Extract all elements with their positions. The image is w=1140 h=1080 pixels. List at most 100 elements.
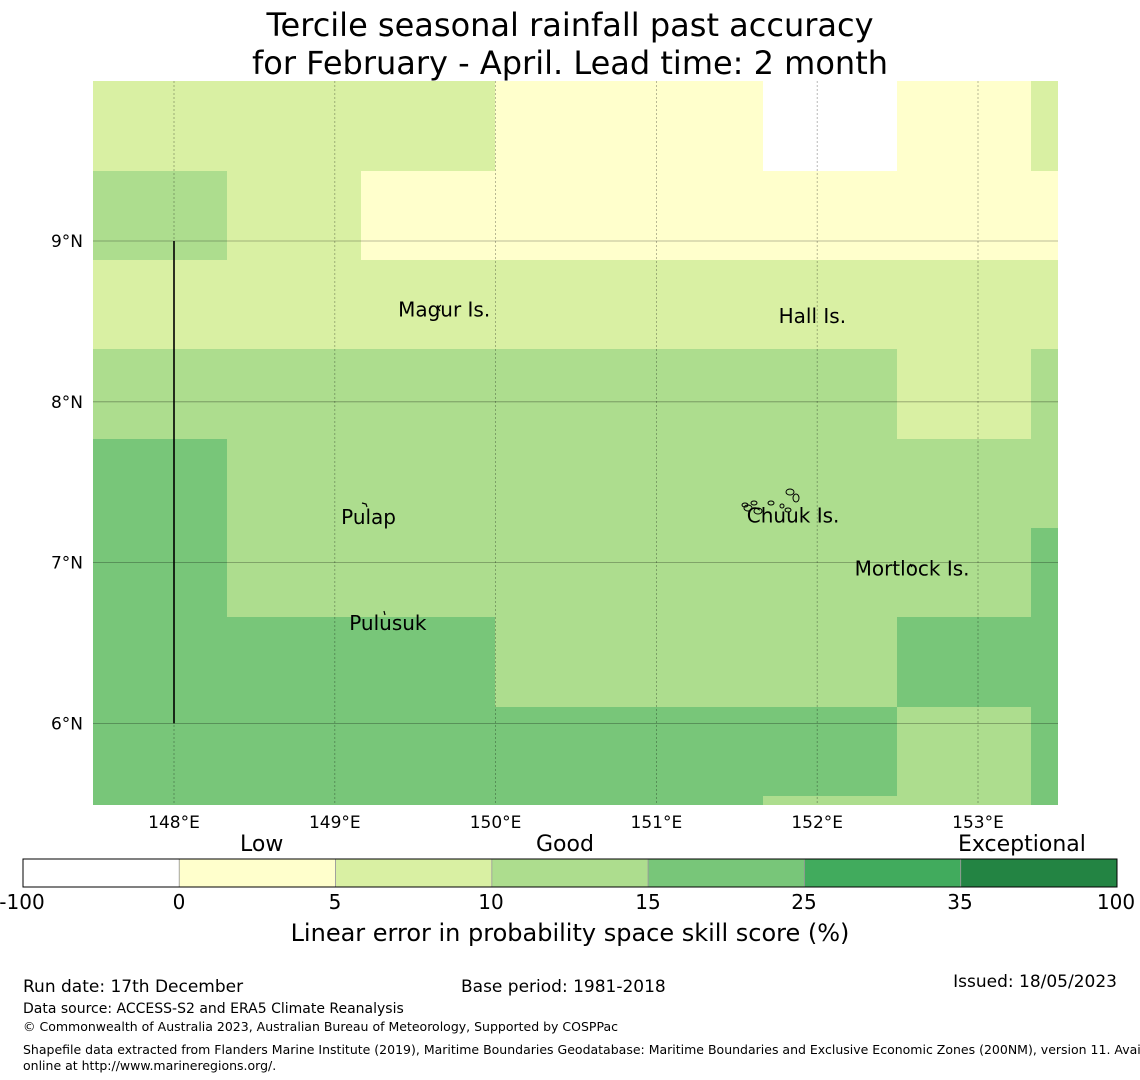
skill-cell <box>361 171 495 260</box>
skill-cell <box>629 81 763 171</box>
y-tick-label: 9°N <box>51 232 83 252</box>
shapefile-credit-line-2: online at http://www.marineregions.org/. <box>23 1058 277 1073</box>
legend-word-exceptional: Exceptional <box>958 832 1086 857</box>
colorbar-tick: 100 <box>1096 890 1136 914</box>
island-outline <box>753 507 763 515</box>
colorbar-segment <box>804 858 962 888</box>
skill-cell <box>897 81 1031 171</box>
x-tick-label: 150°E <box>470 813 522 833</box>
colorbar-tick: 0 <box>172 890 186 914</box>
skill-cell <box>93 528 227 617</box>
skill-cell <box>763 796 897 805</box>
y-tick-label: 7°N <box>51 554 83 574</box>
skill-cell <box>361 617 495 707</box>
skill-cell <box>1031 171 1058 260</box>
skill-cell <box>763 707 897 805</box>
skill-cell <box>227 707 361 805</box>
colorbar-segment <box>178 858 336 888</box>
skill-cell <box>93 439 227 528</box>
skill-cell <box>227 81 361 171</box>
skill-cell <box>897 260 1031 349</box>
colorbar-segment <box>647 858 805 888</box>
colorbar-segment <box>960 858 1118 888</box>
skill-cell <box>1031 707 1058 805</box>
place-label: Pulap <box>341 505 396 529</box>
skill-cell <box>1031 439 1058 528</box>
island-outline <box>785 488 795 496</box>
colorbar-tick: 35 <box>947 890 973 914</box>
skill-cell <box>763 349 897 439</box>
island-outline <box>909 563 913 568</box>
skill-cell <box>361 439 495 528</box>
skill-cell <box>763 528 897 617</box>
skill-cell <box>227 617 361 707</box>
skill-cell <box>629 707 763 805</box>
base-period: Base period: 1981-2018 <box>461 977 666 997</box>
island-outline <box>741 502 749 508</box>
island-outline <box>750 500 758 506</box>
y-tick-label: 8°N <box>51 393 83 413</box>
colorbar-tick: -100 <box>0 890 45 914</box>
skill-cell <box>629 439 763 528</box>
place-label: Magur Is. <box>398 298 490 322</box>
skill-cell <box>227 528 361 617</box>
skill-cell <box>763 260 897 349</box>
island-outline <box>784 507 792 513</box>
skill-cell <box>93 349 227 439</box>
place-label: Mortlock Is. <box>855 556 970 580</box>
skill-cell <box>1031 528 1058 617</box>
colorbar-tick: 5 <box>328 890 342 914</box>
skill-cell <box>495 617 629 707</box>
x-tick-label: 148°E <box>148 813 200 833</box>
skill-cell <box>361 349 495 439</box>
x-tick-label: 149°E <box>309 813 361 833</box>
y-tick-label: 6°N <box>51 714 83 734</box>
place-label: Chuuk Is. <box>747 503 840 527</box>
skill-cell <box>897 171 1031 260</box>
island-outline <box>361 502 368 508</box>
legend-word-good: Good <box>536 832 594 857</box>
skill-cell <box>897 617 1031 707</box>
skill-cell <box>495 349 629 439</box>
run-date: Run date: 17th December <box>23 977 244 997</box>
skill-cell <box>227 349 361 439</box>
data-source: Data source: ACCESS-S2 and ERA5 Climate … <box>23 1001 404 1017</box>
skill-cell <box>897 528 1031 617</box>
x-tick-label: 153°E <box>952 813 1004 833</box>
skill-cell <box>93 260 227 349</box>
skill-cell <box>495 81 629 171</box>
colorbar-label: Linear error in probability space skill … <box>290 919 850 947</box>
title-line-1: Tercile seasonal rainfall past accuracy <box>266 6 874 44</box>
x-tick-label: 151°E <box>631 813 683 833</box>
skill-cell <box>1031 81 1058 171</box>
skill-cell <box>629 349 763 439</box>
skill-cell <box>495 439 629 528</box>
title-line-2: for February - April. Lead time: 2 month <box>251 44 889 82</box>
island-outline <box>779 503 785 509</box>
skill-cell <box>763 171 897 260</box>
colorbar-segment <box>491 858 649 888</box>
skill-cell <box>629 617 763 707</box>
shapefile-credit-line-1: Shapefile data extracted from Flanders M… <box>23 1042 1140 1057</box>
colorbar-segment <box>335 858 493 888</box>
skill-cell <box>629 171 763 260</box>
skill-cell <box>361 528 495 617</box>
skill-cell <box>361 260 495 349</box>
skill-cell <box>897 439 1031 528</box>
skill-cell <box>227 439 361 528</box>
skill-cell <box>629 528 763 617</box>
skill-cell <box>1031 617 1058 707</box>
skill-cell <box>763 439 897 528</box>
skill-cell <box>629 260 763 349</box>
skill-cell <box>495 528 629 617</box>
skill-cell <box>361 81 495 171</box>
skill-cell <box>495 260 629 349</box>
skill-cell <box>1031 349 1058 439</box>
colorbar-segment <box>22 858 180 888</box>
skill-cell <box>495 171 629 260</box>
copyright: © Commonwealth of Australia 2023, Austra… <box>23 1019 618 1034</box>
skill-cell <box>93 617 227 707</box>
x-tick-label: 152°E <box>791 813 843 833</box>
place-label: Pulusuk <box>349 611 427 635</box>
